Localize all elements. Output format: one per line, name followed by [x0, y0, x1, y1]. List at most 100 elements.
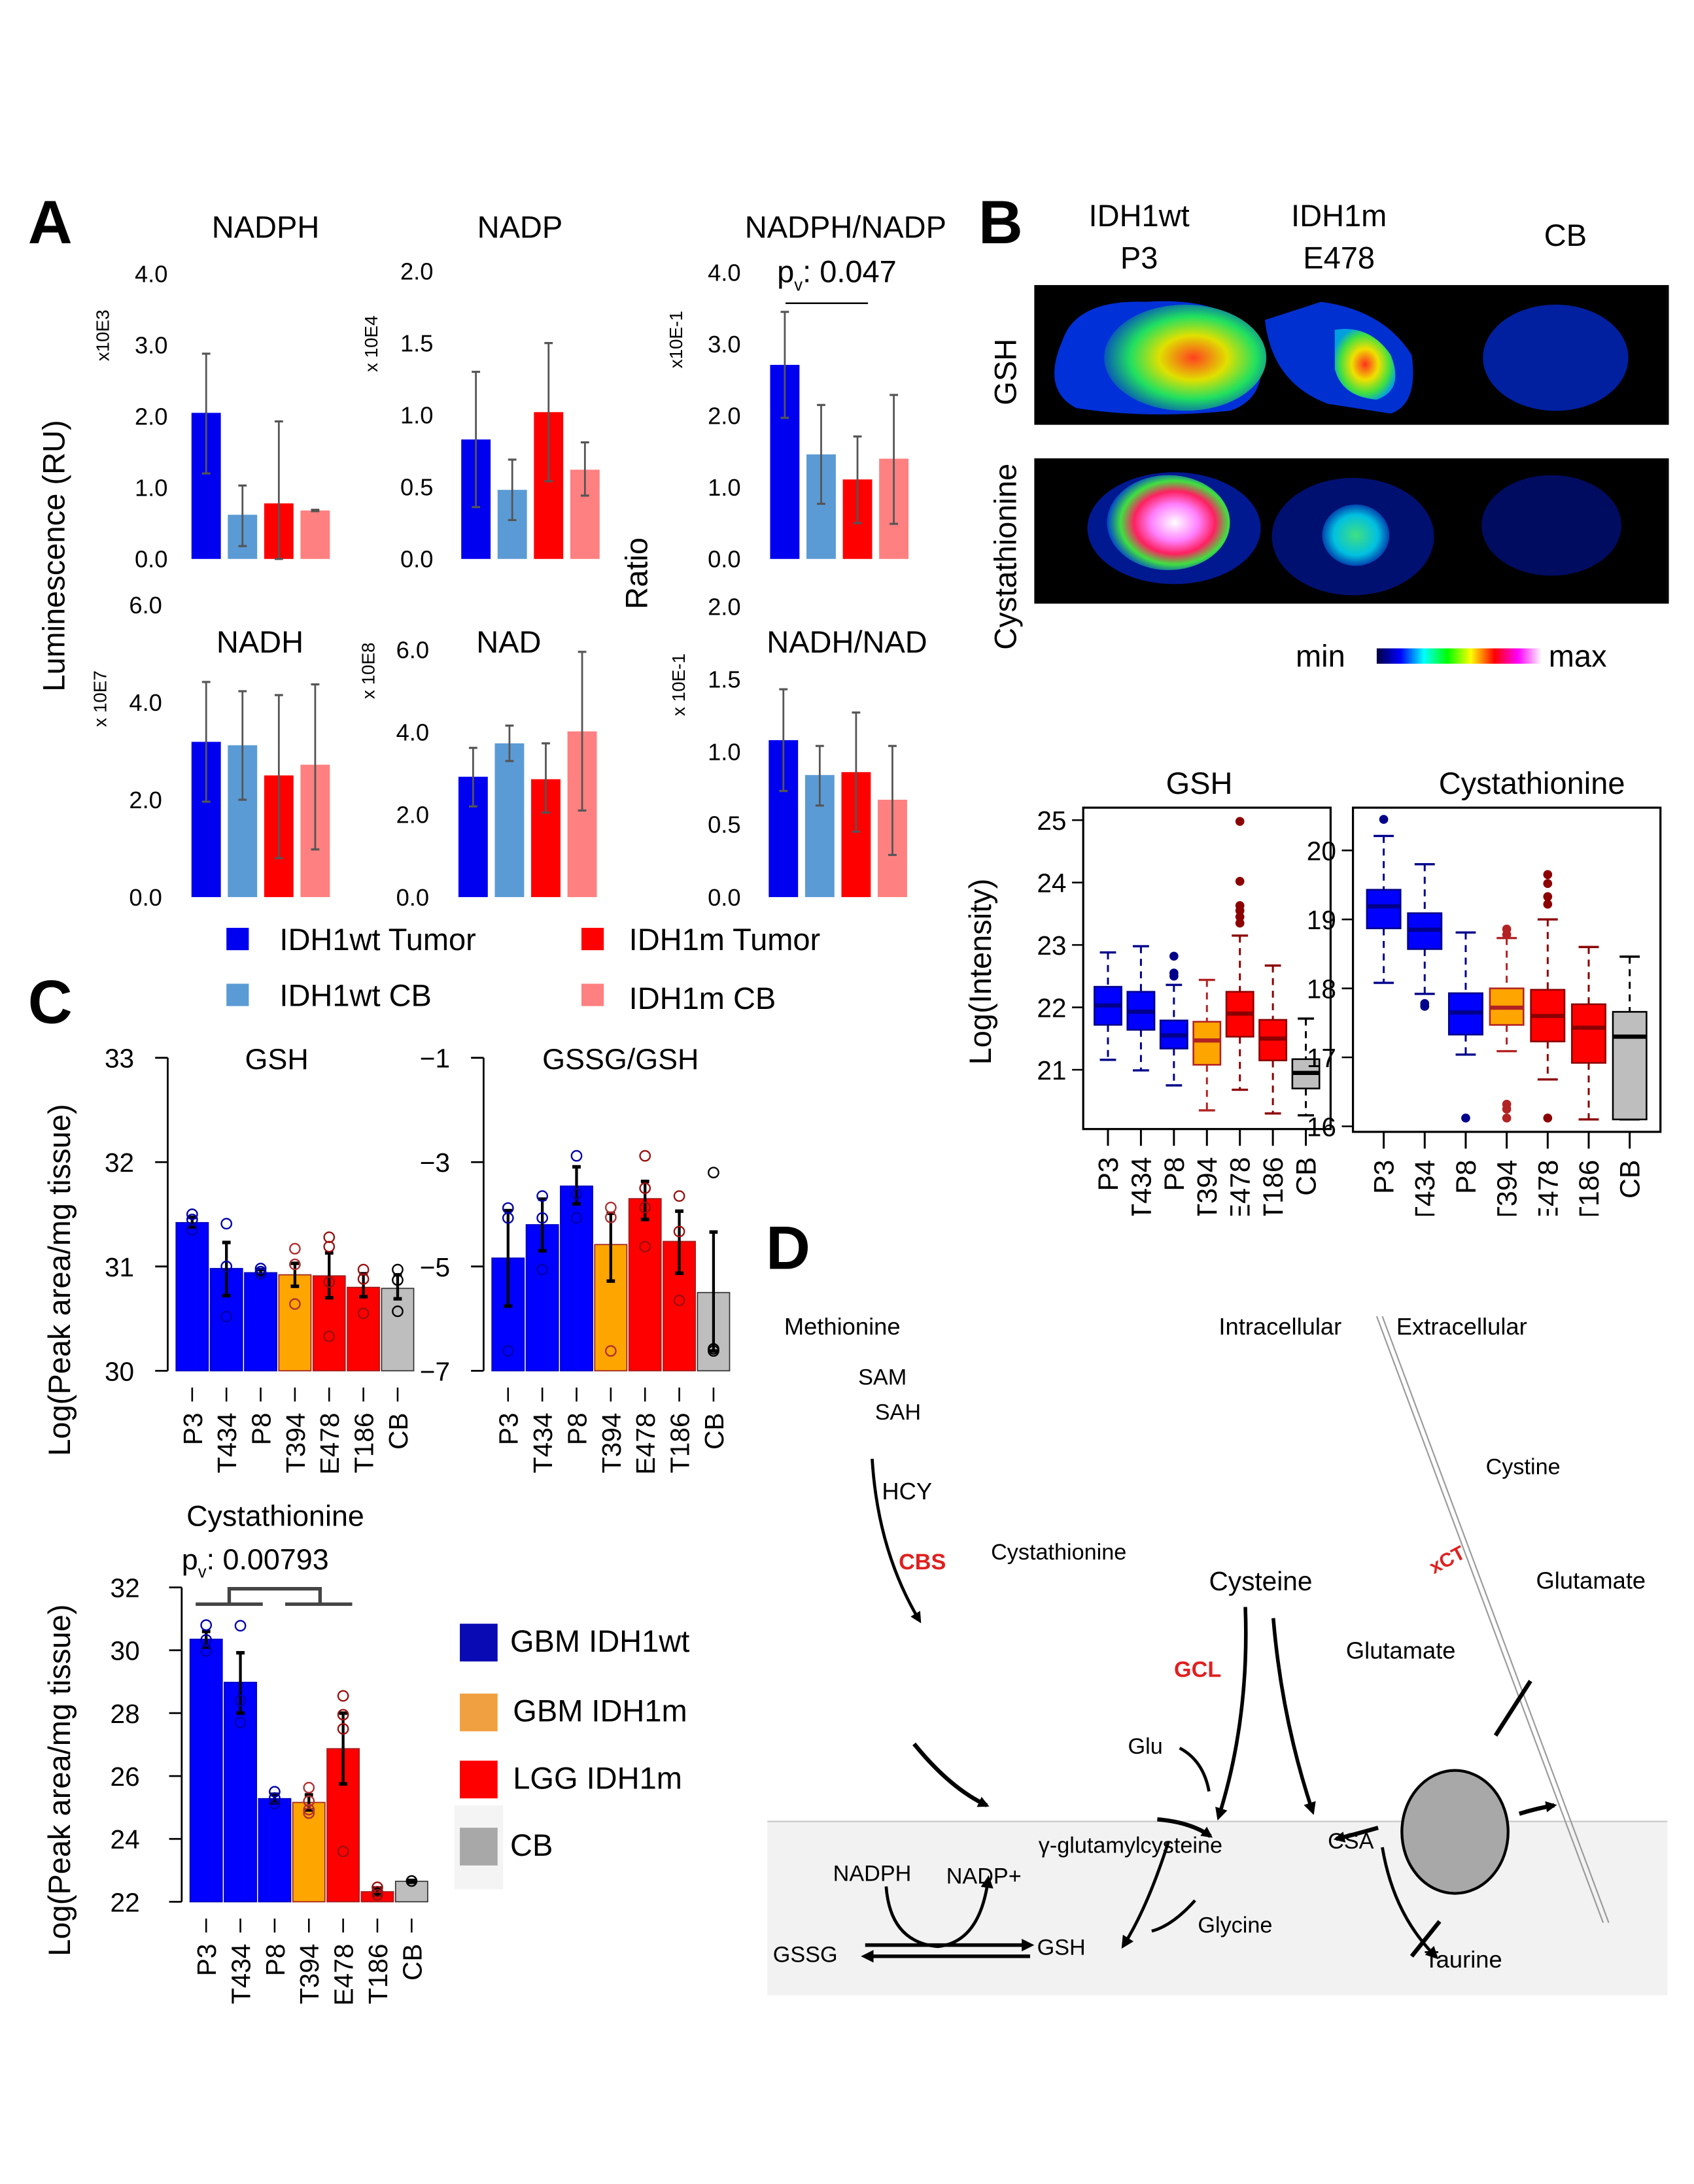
panel-d-pathway-diagram: [871, 1316, 1610, 1958]
membrane-line-1: [1375, 1316, 1604, 1923]
data-point: [337, 1690, 349, 1702]
legend-label-lgg-idh1m: LGG IDH1m: [513, 1760, 682, 1796]
bar-p8: [560, 1186, 593, 1372]
panel-label-c: C: [27, 968, 73, 1037]
y-tick-label: 0.0: [135, 546, 167, 573]
y-tick-label: 21: [1037, 1055, 1066, 1085]
colorbar: [1376, 648, 1542, 664]
label-taurine: Taurine: [1424, 1946, 1502, 1973]
msi-gsh-svg: [1054, 301, 1629, 415]
data-point: [337, 1723, 349, 1735]
y-tick-label: 1.0: [135, 475, 167, 502]
y-tick-label: 2.0: [708, 593, 740, 620]
bar-t394: [292, 1801, 326, 1903]
panel-b-column-header-e478: IDH1m E478: [1255, 196, 1423, 279]
x-tick-label: P8: [260, 1944, 290, 1977]
label-glutamate-intracellular: Glutamate: [1345, 1637, 1456, 1665]
outlier-point: [1235, 817, 1245, 826]
data-point: [323, 1240, 336, 1253]
chart-c-gssg-gsh: GSSG/GSH −7 −5 −3 −1 P3 T434 P8 T394 E478 T186 CB: [420, 1042, 731, 1475]
arrow-nadph-to-nadp: [884, 1875, 994, 1949]
legend-label-idh1wt-cb: IDH1wt CB: [279, 978, 432, 1014]
y-tick-label: 30: [105, 1356, 134, 1386]
data-point: [570, 1188, 583, 1200]
y-tick-label: 4.0: [396, 719, 429, 746]
panel-a-ylabel-ratio: Ratio: [619, 537, 655, 609]
arrow-cysteine-gamma-glutamylcysteine: [1215, 1607, 1248, 1821]
x-tick-label: CB: [397, 1944, 427, 1981]
x-tick-label: P3: [1093, 1157, 1124, 1191]
y-tick-label: 6.0: [396, 637, 429, 664]
outlier-point: [1502, 1114, 1512, 1123]
label-glutamate-extracellular: Glutamate: [1536, 1567, 1646, 1595]
y-tick-label: 20: [1307, 836, 1336, 866]
bar-idh1wt-cb: [494, 743, 525, 897]
data-point: [536, 1190, 549, 1202]
panel-a-bar-charts: NADPH x10E3 0.0 1.0 2.0 3.0 4.0 NADP x 10E4 0.0 0.…: [90, 209, 946, 911]
panel-b-row-label-cystathionine: Cystathionine: [988, 463, 1024, 650]
data-point: [604, 1201, 617, 1214]
legend-swatch-idh1m-tumor: [581, 927, 604, 951]
bar-cb: [381, 1288, 415, 1372]
label-methionine: Methionine: [784, 1313, 901, 1340]
colorbar-min-label: min: [1295, 638, 1345, 674]
arrow-glu-input: [1179, 1747, 1211, 1792]
outlier-point: [1543, 879, 1553, 889]
outlier-point: [1169, 968, 1179, 978]
bar-p8: [244, 1272, 277, 1372]
arrow-glycine-input: [1151, 1899, 1196, 1933]
outlier-point: [1169, 951, 1179, 961]
data-point: [502, 1212, 514, 1224]
y-tick-label: 26: [111, 1762, 140, 1792]
data-point: [392, 1305, 404, 1318]
line-glutamate-in-xct: [1409, 1920, 1442, 1958]
data-point: [536, 1212, 549, 1224]
x-tick-label: T394: [596, 1412, 627, 1473]
data-point: [289, 1298, 301, 1310]
chart-a-nadp: NADP x 10E4 0.0 0.5 1.0 1.5 2.0: [361, 209, 600, 573]
arrow-csa-taurine: [1381, 1847, 1439, 1960]
data-point: [604, 1211, 617, 1223]
data-point: [708, 1167, 719, 1179]
chart-title: NADPH: [212, 209, 320, 244]
outlier-point: [1461, 1114, 1470, 1123]
label-hcy: HCY: [882, 1478, 933, 1505]
label-cystathionine: Cystathionine: [991, 1541, 1127, 1565]
x-tick-label: T434: [528, 1412, 558, 1473]
x-tick-label: P3: [494, 1412, 524, 1445]
label-cystine: Cystine: [1485, 1456, 1561, 1480]
data-point: [708, 1345, 719, 1357]
x-tick-label: T434: [1126, 1157, 1157, 1216]
data-point: [673, 1294, 685, 1306]
axis-scale-label: x10E-1: [666, 311, 686, 368]
data-point: [254, 1268, 267, 1280]
label-nadp-plus: NADP+: [946, 1865, 1022, 1890]
chart-title: NADP: [477, 209, 563, 244]
data-point: [269, 1786, 281, 1798]
bar-cb: [394, 1881, 428, 1903]
y-tick-label: 19: [1307, 905, 1336, 935]
panel-b-row-label-gsh: GSH: [988, 338, 1024, 405]
data-point: [673, 1225, 685, 1238]
y-tick-label: −1: [420, 1044, 450, 1074]
x-tick-label: CB: [699, 1412, 729, 1449]
chart-title: NADH: [216, 624, 303, 659]
y-tick-label: 0.0: [708, 884, 740, 911]
x-tick-label: T186: [363, 1944, 393, 2005]
data-point: [372, 1881, 383, 1894]
y-tick-label: 2.0: [135, 403, 167, 430]
x-tick-label: CB: [1291, 1157, 1322, 1195]
axis-scale-label: x10E3: [93, 310, 113, 362]
y-tick-label: 1.0: [708, 739, 740, 766]
msi-cystathionine-svg: [1087, 472, 1621, 596]
data-point: [372, 1886, 383, 1898]
bar-t394: [278, 1274, 312, 1372]
y-tick-label: −7: [420, 1356, 450, 1386]
boxplot-b-gsh: GSH 21 22 23 24 25 P3 T434 P8 T394 E478 T186 CB: [1037, 766, 1332, 1216]
data-point: [234, 1620, 247, 1632]
y-tick-label: 1.5: [708, 666, 740, 692]
cyst-p3-tumor-region: [1107, 475, 1230, 570]
chart-title: GSSG/GSH: [542, 1042, 699, 1076]
